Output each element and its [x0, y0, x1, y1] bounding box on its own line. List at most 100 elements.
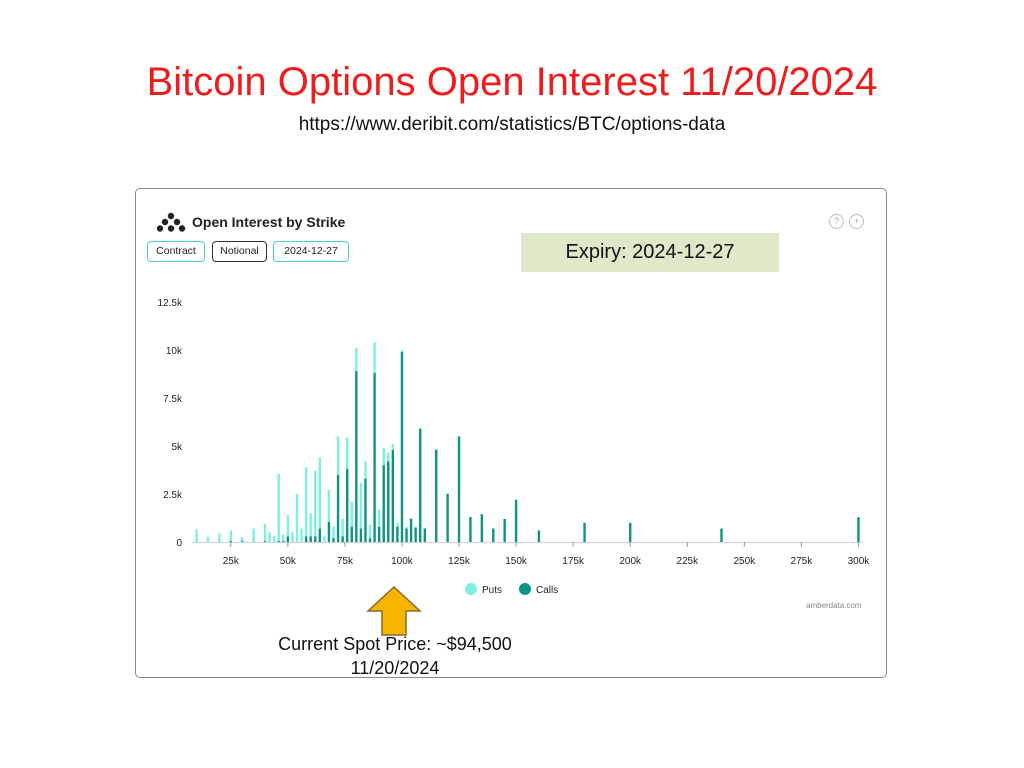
puts-bar: [391, 444, 395, 450]
calls-bar: [396, 526, 399, 542]
x-tick-label: 175k: [562, 556, 585, 567]
calls-bar: [304, 536, 308, 542]
puts-bar: [323, 536, 326, 542]
puts-bar: [314, 470, 317, 537]
calls-bar: [492, 528, 495, 542]
calls-bar: [263, 541, 267, 542]
puts-bar: [300, 528, 303, 542]
puts-bar: [382, 447, 385, 466]
puts-bar: [355, 348, 358, 372]
puts-bar: [387, 452, 390, 462]
puts-bar: [229, 530, 232, 542]
calls-bar: [391, 449, 395, 542]
calls-bar: [332, 538, 335, 542]
spot-date-line: 11/20/2024: [350, 658, 440, 678]
puts-bar: [309, 513, 312, 537]
puts-bar: [423, 527, 426, 529]
calls-bar: [341, 536, 344, 542]
puts-bar: [414, 526, 417, 528]
x-tick-label: 275k: [791, 556, 814, 567]
x-tick-label: 100k: [391, 556, 414, 567]
puts-bar: [206, 536, 210, 542]
help-icon[interactable]: ?: [829, 214, 844, 229]
calls-bar: [469, 517, 472, 542]
x-tick-label: 75k: [337, 556, 354, 567]
calls-legend-label: Calls: [536, 585, 558, 596]
expand-icon[interactable]: +: [849, 214, 864, 229]
calls-bar: [336, 474, 340, 542]
calls-bar: [503, 518, 506, 542]
puts-bar: [277, 473, 280, 542]
expiry-date-select[interactable]: 2024-12-27: [273, 241, 349, 262]
notional-button[interactable]: Notional: [212, 241, 267, 262]
puts-bar: [396, 522, 399, 527]
y-tick-label: 2.5k: [163, 490, 183, 501]
calls-bar: [382, 465, 385, 542]
calls-bar: [629, 522, 632, 542]
puts-bar: [295, 494, 299, 542]
spot-price-arrow-icon: [366, 585, 422, 636]
puts-bar: [350, 501, 353, 527]
y-tick-label: 10k: [166, 346, 183, 357]
puts-bar: [252, 528, 255, 542]
x-tick-label: 125k: [448, 556, 471, 567]
y-tick-label: 7.5k: [163, 394, 183, 405]
puts-bar: [364, 461, 367, 479]
puts-bar: [327, 490, 331, 522]
puts-bar: [332, 526, 335, 539]
calls-bar: [414, 527, 417, 542]
puts-bar: [359, 482, 363, 529]
calls-bar: [314, 536, 317, 542]
calls-bar: [318, 528, 322, 542]
puts-bar: [341, 518, 344, 537]
puts-bar: [400, 350, 404, 352]
calls-bar: [282, 541, 285, 542]
calls-bar: [368, 538, 372, 542]
puts-bar: [286, 515, 290, 537]
calls-bar: [387, 461, 390, 542]
x-tick-label: 150k: [505, 556, 528, 567]
calls-bar: [409, 518, 413, 542]
puts-bar: [282, 534, 285, 542]
calls-bar: [720, 528, 723, 542]
puts-bar: [241, 537, 244, 542]
puts-bar: [446, 493, 449, 494]
calls-bar: [309, 536, 312, 542]
calls-bar: [457, 436, 461, 542]
calls-bar: [241, 541, 244, 542]
calls-bar: [345, 469, 349, 542]
watermark: amberdata.com: [806, 601, 862, 610]
calls-bar: [229, 541, 232, 542]
source-url: https://www.deribit.com/statistics/BTC/o…: [298, 114, 726, 135]
calls-bar: [364, 478, 367, 542]
puts-bar: [336, 436, 340, 475]
puts-legend-label: Puts: [482, 585, 502, 596]
calls-bar: [514, 499, 518, 542]
puts-bar: [373, 342, 376, 374]
puts-legend-marker: [465, 583, 477, 595]
x-tick-label: 225k: [676, 556, 699, 567]
calls-bar: [480, 514, 484, 542]
calls-bar: [435, 449, 438, 542]
puts-bar: [195, 529, 198, 542]
calls-bar: [373, 373, 376, 542]
x-tick-label: 200k: [619, 556, 642, 567]
x-tick-label: 300k: [848, 556, 871, 567]
calls-bar: [419, 428, 422, 542]
puts-bar: [218, 533, 221, 542]
calls-bar: [423, 528, 426, 542]
y-tick-label: 12.5k: [158, 298, 183, 309]
contract-button[interactable]: Contract: [147, 241, 205, 262]
puts-bar: [272, 535, 276, 542]
calls-bar: [583, 522, 586, 542]
x-tick-label: 25k: [223, 556, 240, 567]
puts-bar: [291, 532, 294, 542]
slide-title: Bitcoin Options Open Interest 11/20/2024: [146, 60, 878, 104]
chart-heading: Open Interest by Strike: [192, 214, 346, 230]
calls-bar: [355, 371, 358, 542]
calls-bar: [400, 351, 404, 542]
calls-bar: [327, 521, 331, 542]
expiry-annotation: Expiry: 2024-12-27: [521, 233, 779, 272]
calls-bar: [377, 526, 381, 542]
